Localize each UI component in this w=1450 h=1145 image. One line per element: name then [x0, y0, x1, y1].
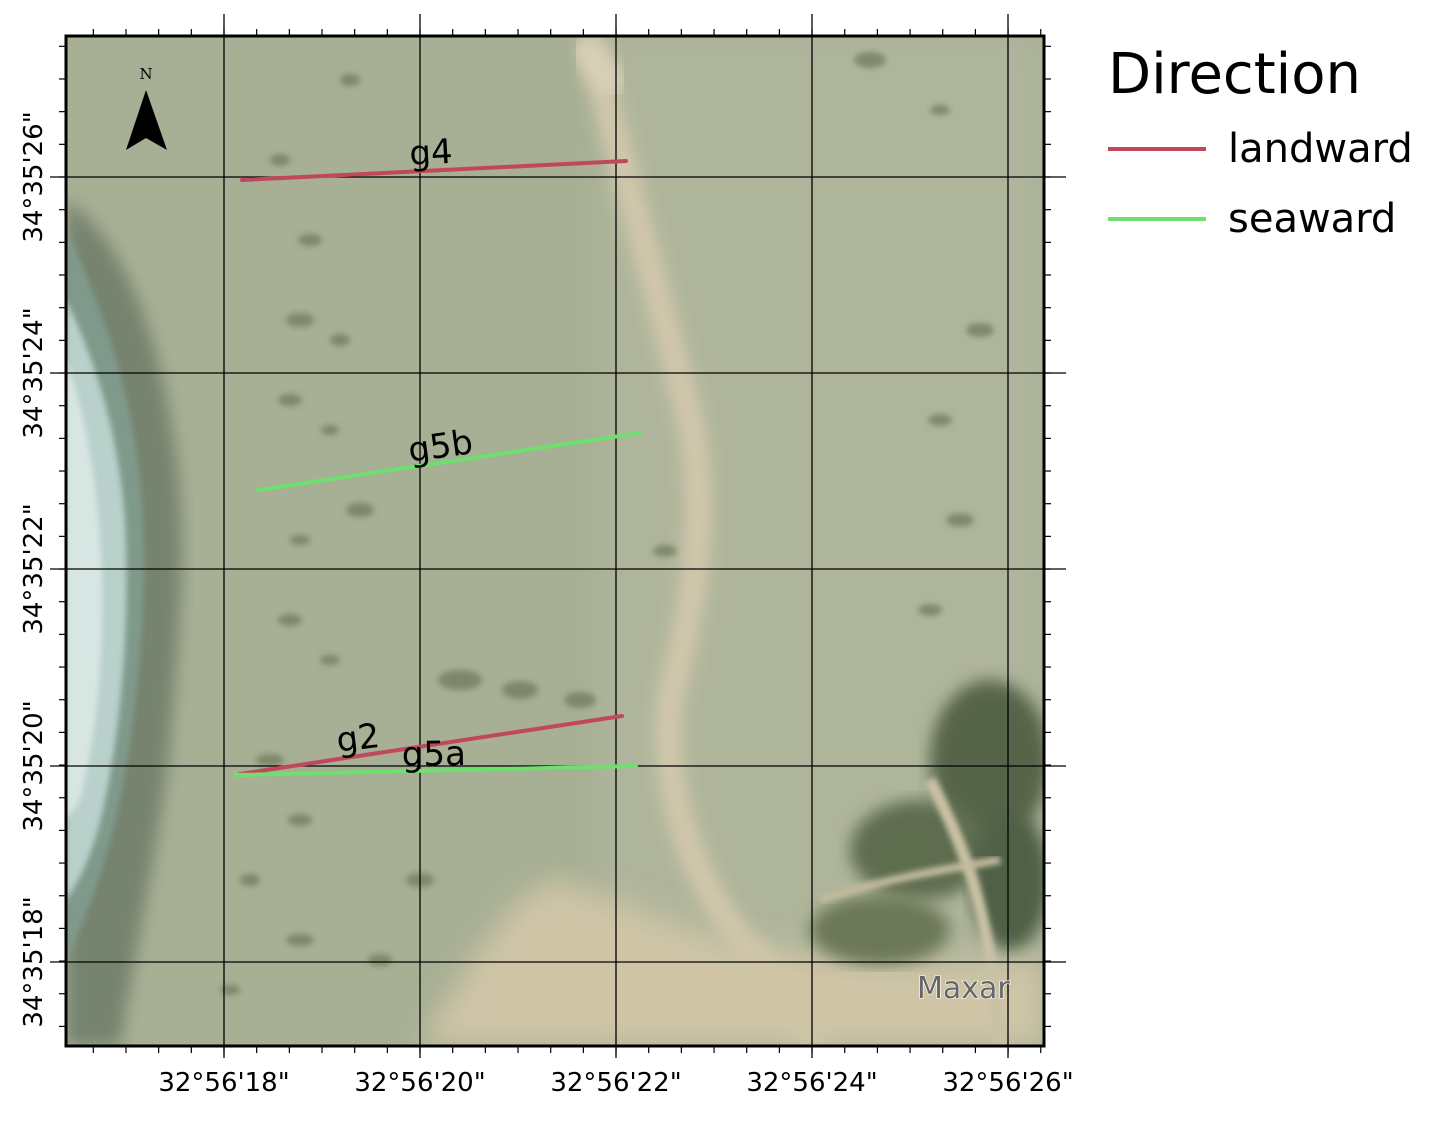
- lat-label: 34°35'22": [19, 503, 49, 634]
- lon-label: 32°56'22": [550, 1068, 681, 1098]
- north-arrow-label: N: [139, 65, 152, 83]
- transect-label-g5b: g5b: [406, 422, 476, 471]
- legend-title: Direction: [1108, 42, 1361, 107]
- transect-g4-line: [240, 159, 628, 182]
- imagery-attribution: Maxar: [917, 971, 1010, 1006]
- map-frame: [64, 34, 1046, 1048]
- graticule: [50, 14, 1066, 1058]
- lon-label: 32°56'20": [354, 1068, 485, 1098]
- legend-item-seaward: seaward: [1108, 184, 1438, 254]
- transect-label-g4: g4: [408, 132, 453, 174]
- transect-label-g2: g2: [334, 716, 382, 761]
- transect-lines: [234, 159, 642, 777]
- lon-label: 32°56'26": [942, 1068, 1073, 1098]
- lat-label: 34°35'26": [19, 111, 49, 242]
- legend: Direction landward seaward: [1108, 40, 1438, 254]
- legend-label-landward: landward: [1228, 126, 1413, 172]
- north-arrow-icon: [126, 90, 167, 150]
- lat-label: 34°35'24": [19, 307, 49, 438]
- lon-label: 32°56'24": [746, 1068, 877, 1098]
- transect-g5b-line: [256, 431, 642, 492]
- legend-item-landward: landward: [1108, 114, 1438, 184]
- north-arrow: N: [126, 65, 167, 150]
- transect-g5a-line: [234, 764, 638, 777]
- transect-g2-line: [238, 714, 624, 776]
- legend-swatch-landward: [1108, 147, 1206, 151]
- lat-label: 34°35'18": [19, 896, 49, 1027]
- lat-label: 34°35'20": [19, 700, 49, 831]
- transect-label-g5a: g5a: [401, 734, 466, 775]
- satellite-imagery: [66, 36, 1044, 1046]
- lon-label: 32°56'18": [158, 1068, 289, 1098]
- legend-swatch-seaward: [1108, 217, 1206, 221]
- frame-ticks: [59, 29, 1051, 1053]
- legend-label-seaward: seaward: [1228, 196, 1397, 242]
